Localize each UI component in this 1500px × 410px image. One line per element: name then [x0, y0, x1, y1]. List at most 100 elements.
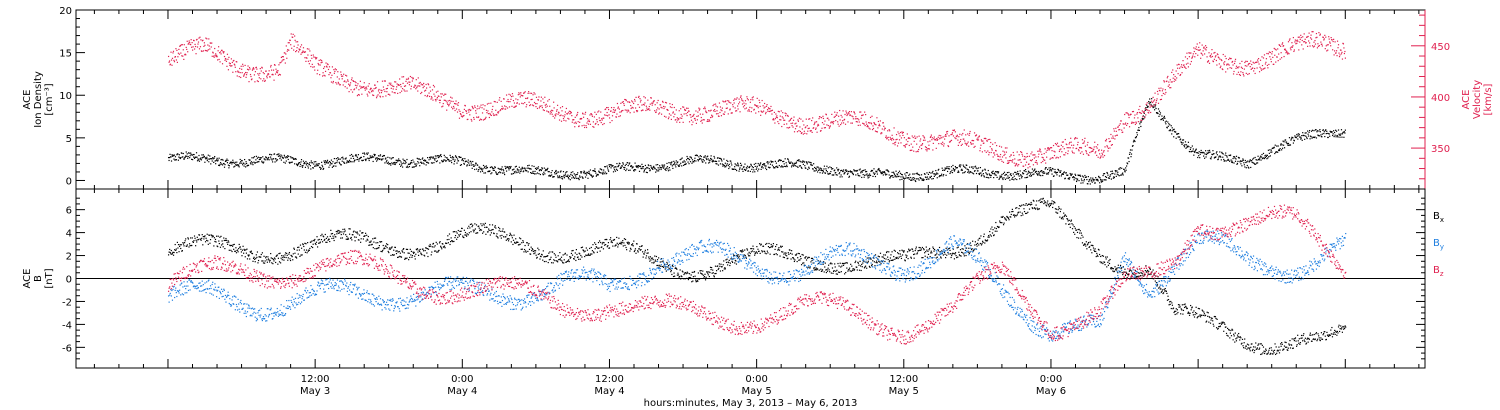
data-point	[858, 175, 860, 177]
data-point	[1029, 159, 1032, 161]
data-point	[336, 160, 338, 162]
data-point	[560, 114, 562, 116]
data-point	[684, 163, 686, 166]
data-point	[1179, 73, 1182, 76]
data-point	[575, 121, 577, 123]
data-point	[565, 107, 568, 110]
data-point	[1200, 149, 1202, 152]
data-point	[1302, 36, 1304, 38]
data-point	[1161, 90, 1164, 92]
data-point	[699, 155, 701, 157]
data-point	[899, 179, 901, 181]
data-point	[1206, 152, 1209, 154]
data-point	[1277, 151, 1279, 153]
data-point	[980, 139, 983, 141]
data-point	[494, 101, 496, 103]
data-point	[813, 163, 815, 165]
data-point	[1089, 178, 1091, 181]
data-point	[633, 98, 636, 101]
data-point	[192, 46, 194, 48]
data-point	[983, 137, 985, 140]
data-point	[579, 175, 581, 177]
data-point	[561, 178, 564, 180]
data-point	[1273, 146, 1275, 148]
data-point	[805, 118, 807, 120]
data-point	[796, 125, 798, 127]
data-point	[192, 159, 194, 161]
data-point	[607, 106, 609, 109]
data-point	[459, 156, 461, 159]
data-point	[497, 111, 499, 113]
data-point	[988, 154, 990, 156]
data-point	[1336, 55, 1338, 57]
data-point	[416, 157, 418, 159]
data-point	[809, 118, 811, 120]
data-point	[769, 108, 771, 110]
data-point	[456, 111, 459, 113]
data-point	[543, 167, 545, 169]
data-point	[1130, 156, 1132, 158]
data-point	[803, 161, 805, 163]
data-point	[1293, 49, 1295, 51]
data-point	[1001, 177, 1004, 179]
data-point	[771, 109, 774, 111]
data-point	[468, 108, 470, 111]
data-point	[508, 93, 510, 95]
data-point	[898, 170, 901, 172]
data-point	[714, 110, 716, 113]
data-point	[1019, 170, 1021, 172]
data-point	[1282, 144, 1285, 146]
data-point	[1177, 73, 1179, 75]
data-point	[454, 155, 457, 157]
data-point	[384, 80, 386, 82]
data-point	[1029, 171, 1031, 174]
data-point	[187, 155, 189, 158]
data-point	[259, 158, 261, 160]
data-point	[465, 110, 467, 112]
data-point	[1222, 153, 1224, 155]
data-point	[324, 70, 327, 72]
data-point	[1343, 131, 1346, 133]
data-point	[1309, 138, 1311, 140]
data-point	[1149, 106, 1151, 108]
data-point	[521, 166, 523, 168]
data-point	[967, 168, 969, 171]
data-point	[250, 163, 252, 165]
data-point	[604, 166, 606, 168]
data-point	[452, 158, 454, 161]
data-point	[484, 165, 486, 168]
data-point	[608, 164, 610, 166]
data-point	[544, 96, 546, 98]
data-point	[635, 109, 638, 112]
data-point	[1322, 129, 1324, 131]
data-point	[194, 43, 196, 46]
data-point	[1205, 46, 1208, 49]
data-point	[362, 152, 364, 154]
data-point	[630, 107, 632, 110]
data-point	[671, 106, 673, 109]
data-point	[454, 159, 456, 161]
data-point	[1259, 59, 1262, 61]
data-point	[490, 102, 492, 104]
data-point	[819, 167, 822, 169]
data-point	[797, 160, 800, 162]
data-point	[1194, 48, 1196, 50]
data-point	[1013, 175, 1015, 177]
data-point	[619, 163, 621, 165]
data-point	[331, 163, 333, 165]
data-point	[1266, 52, 1268, 55]
data-point	[680, 162, 682, 164]
data-point	[168, 159, 170, 162]
data-point	[633, 170, 635, 172]
data-point	[181, 152, 183, 154]
data-point	[941, 167, 943, 169]
data-point	[1255, 159, 1257, 161]
data-point	[239, 67, 241, 70]
data-point	[743, 168, 746, 171]
data-point	[495, 171, 497, 173]
data-point	[292, 157, 294, 160]
data-point	[317, 164, 319, 167]
data-point	[186, 153, 188, 155]
data-point	[321, 61, 323, 63]
